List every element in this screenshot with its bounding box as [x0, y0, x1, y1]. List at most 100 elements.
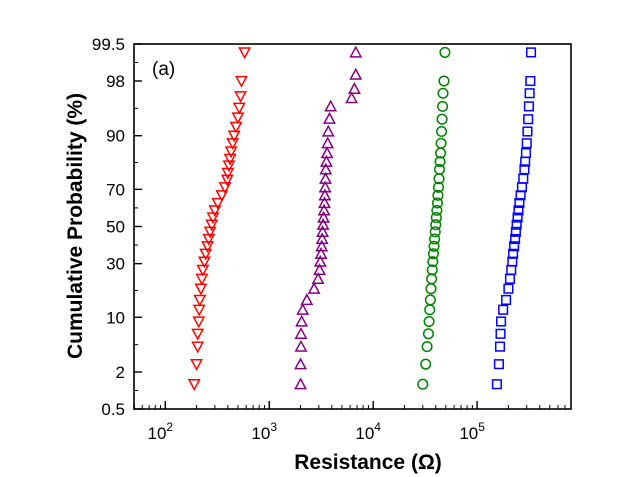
- data-point: [432, 181, 445, 193]
- data-point: [316, 225, 330, 238]
- data-point: [349, 67, 363, 80]
- y-tick-label: 2: [116, 363, 125, 382]
- data-point: [238, 47, 252, 60]
- data-point: [318, 180, 332, 193]
- data-point: [511, 219, 522, 230]
- y-tick-label: 98: [106, 72, 125, 91]
- x-tick-labels: 102 103 104 105: [147, 420, 485, 443]
- x-tick-label: 102: [147, 420, 173, 443]
- y-tick-label: 90: [106, 127, 125, 146]
- data-point: [423, 315, 435, 328]
- data-point: [417, 378, 429, 390]
- data-point: [437, 100, 449, 112]
- data-point: [435, 137, 447, 149]
- data-point: [429, 226, 441, 238]
- data-point: [439, 46, 451, 58]
- data-point: [324, 99, 338, 112]
- data-point: [316, 217, 330, 230]
- data-point: [525, 47, 537, 58]
- data-point: [232, 102, 246, 115]
- data-point: [523, 101, 534, 112]
- data-point: [294, 326, 308, 339]
- data-point: [496, 316, 507, 327]
- data-point: [191, 328, 205, 341]
- y-tick-label: 50: [106, 218, 125, 237]
- data-point: [234, 91, 248, 104]
- data-point: [317, 210, 331, 223]
- data-point: [317, 203, 331, 216]
- data-point: [215, 190, 229, 203]
- data-point: [319, 154, 333, 167]
- data-point: [347, 82, 361, 94]
- data-point: [510, 233, 521, 245]
- data-point: [194, 283, 208, 296]
- data-point: [421, 341, 433, 353]
- y-tick-label: 99.5: [92, 35, 125, 54]
- data-point: [211, 197, 225, 210]
- data-point: [315, 239, 329, 252]
- data-point: [512, 212, 523, 223]
- data-point: [520, 148, 532, 159]
- data-point: [522, 126, 533, 137]
- data-point: [509, 241, 520, 252]
- data-point: [430, 212, 442, 224]
- data-point: [294, 377, 307, 390]
- axis-ticks: [134, 43, 566, 410]
- data-point: [436, 125, 448, 138]
- data-point: [195, 273, 209, 286]
- data-point: [229, 121, 243, 134]
- data-point: [431, 204, 443, 216]
- data-point: [313, 263, 327, 276]
- data-point: [294, 339, 308, 352]
- data-point: [495, 328, 506, 339]
- data-point: [514, 197, 525, 209]
- data-point: [318, 196, 331, 209]
- data-point: [521, 138, 532, 149]
- data-point: [296, 302, 310, 315]
- data-point: [349, 45, 363, 58]
- y-tick-label: 0.5: [101, 400, 125, 419]
- data-point: [506, 264, 517, 275]
- data-point: [519, 164, 530, 175]
- y-tick-label: 70: [106, 180, 125, 199]
- data-point: [426, 273, 438, 285]
- data-point: [424, 304, 436, 316]
- data-point: [220, 174, 234, 187]
- data-point: [523, 114, 534, 125]
- y-tick-labels: 0.5 2 10 30 50 70 90 98 99.5: [92, 35, 125, 419]
- data-point: [434, 163, 446, 175]
- data-point: [323, 111, 336, 124]
- data-point: [295, 314, 309, 327]
- data-point: [345, 91, 359, 104]
- y-tick-label: 30: [106, 255, 125, 274]
- data-point: [429, 233, 441, 245]
- data-point: [504, 273, 516, 284]
- x-tick-label: 104: [355, 420, 381, 443]
- data-point: [513, 205, 524, 216]
- data-point: [208, 205, 222, 218]
- data-point: [438, 75, 450, 87]
- data-point: [218, 182, 232, 195]
- data-point: [493, 359, 504, 370]
- y-tick-label: 10: [106, 308, 125, 327]
- data-point: [294, 357, 307, 370]
- data-point: [503, 283, 514, 294]
- data-point: [187, 379, 201, 392]
- data-markers: [187, 45, 537, 392]
- data-point: [424, 294, 436, 306]
- data-point: [227, 130, 241, 143]
- data-point: [313, 254, 327, 267]
- data-point: [234, 75, 248, 88]
- data-point: [422, 328, 434, 340]
- data-point: [501, 294, 512, 305]
- data-point: [190, 359, 204, 371]
- data-point: [510, 226, 521, 237]
- data-point: [525, 75, 536, 87]
- data-point: [193, 294, 207, 307]
- data-point: [191, 341, 205, 354]
- data-point: [428, 240, 440, 252]
- data-point: [321, 136, 335, 149]
- data-point: [318, 188, 332, 201]
- data-point: [427, 256, 439, 268]
- data-point: [437, 87, 449, 99]
